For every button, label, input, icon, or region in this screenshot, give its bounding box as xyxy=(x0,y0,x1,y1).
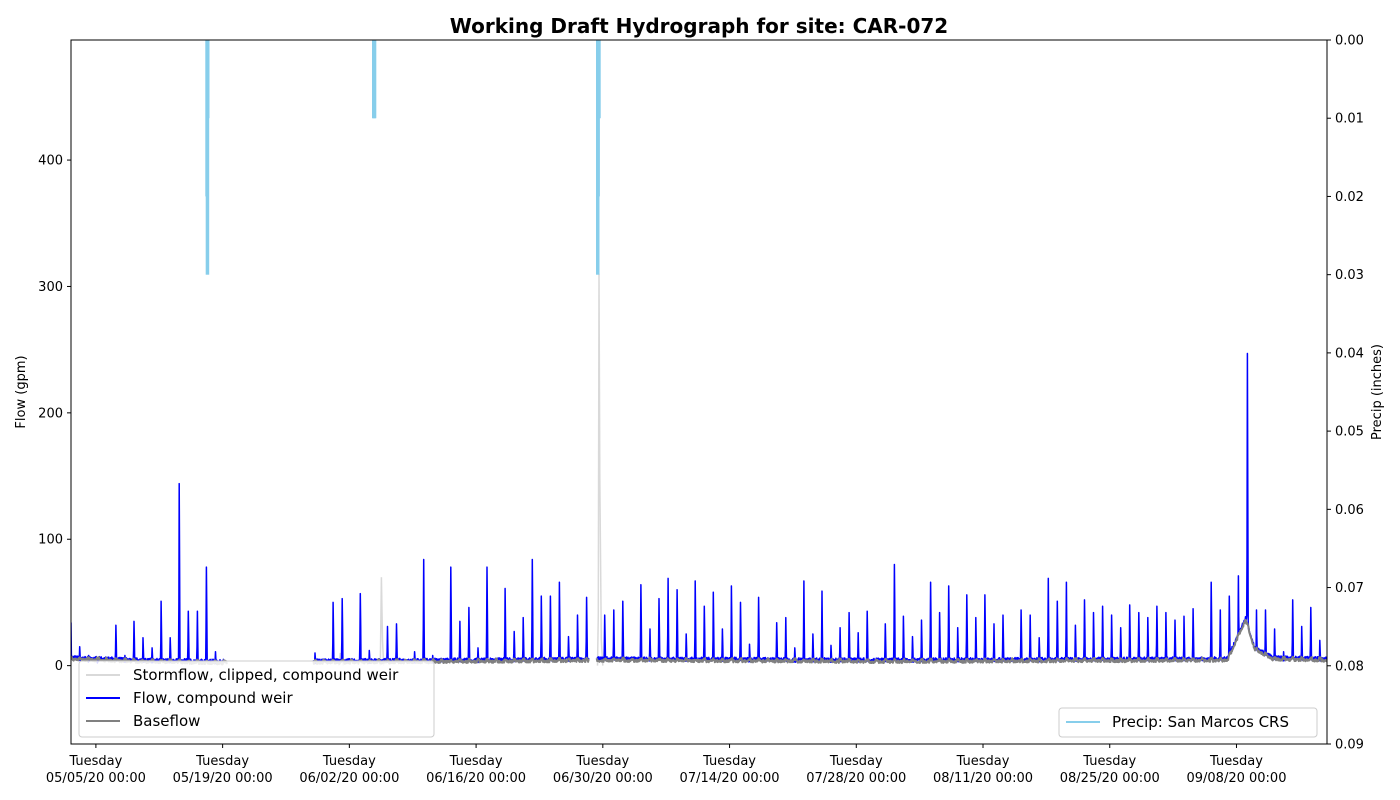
y2-tick-label: 0.07 xyxy=(1335,581,1364,596)
legend-box xyxy=(78,660,435,738)
x-tick-label-day: Tuesday xyxy=(322,754,376,769)
axes-frame xyxy=(70,39,1328,745)
x-tick-label-date: 09/08/20 00:00 xyxy=(1186,771,1286,786)
x-tick-label-day: Tuesday xyxy=(68,754,122,769)
legend-flow: Stormflow, clipped, compound weir Flow, c… xyxy=(78,660,435,738)
legend-precip: Precip: San Marcos CRS xyxy=(1058,707,1318,738)
x-tick-label-date: 06/30/20 00:00 xyxy=(553,771,653,786)
x-tick-label-day: Tuesday xyxy=(575,754,629,769)
x-tick-label-day: Tuesday xyxy=(1082,754,1136,769)
precip-bar xyxy=(206,40,210,119)
y2-tick-label: 0.03 xyxy=(1335,268,1364,283)
y2-tick-label: 0.08 xyxy=(1335,659,1364,674)
left-y-axis: 0 100 200 300 400 xyxy=(38,154,71,674)
precip-bar xyxy=(372,40,377,119)
stormflow-line xyxy=(338,273,604,666)
x-tick-label-day: Tuesday xyxy=(449,754,503,769)
y2-tick-label: 0.00 xyxy=(1335,34,1364,49)
plot-area xyxy=(71,40,1327,666)
precip-bar xyxy=(205,40,210,275)
chart-title: Working Draft Hydrograph for site: CAR-0… xyxy=(450,14,948,38)
x-tick-label-date: 06/02/20 00:00 xyxy=(299,771,399,786)
legend-label: Precip: San Marcos CRS xyxy=(1112,713,1289,731)
y-tick-label: 300 xyxy=(38,280,63,295)
x-tick-label-day: Tuesday xyxy=(702,754,756,769)
right-y-axis: 0.00 0.01 0.02 0.03 0.04 0.05 0.06 0.07 0.08 0.09 xyxy=(1327,34,1364,753)
flow-line xyxy=(71,352,1327,665)
y2-axis-label: Precip (inches) xyxy=(1370,344,1385,440)
x-axis: Tuesday 05/05/20 00:00 Tuesday 05/19/20 00:… xyxy=(46,744,1286,786)
x-tick-label-date: 06/16/20 00:00 xyxy=(426,771,526,786)
x-tick-label-date: 07/28/20 00:00 xyxy=(806,771,906,786)
x-tick-label-date: 08/11/20 00:00 xyxy=(933,771,1033,786)
precip-bar xyxy=(597,40,601,119)
x-tick-label-day: Tuesday xyxy=(195,754,249,769)
legend-label: Stormflow, clipped, compound weir xyxy=(133,666,399,684)
x-tick-label-day: Tuesday xyxy=(829,754,883,769)
y-tick-label: 0 xyxy=(55,659,63,674)
x-tick-label-date: 08/25/20 00:00 xyxy=(1060,771,1160,786)
legend-label: Flow, compound weir xyxy=(133,689,293,707)
y2-tick-label: 0.02 xyxy=(1335,190,1364,205)
x-tick-label-date: 07/14/20 00:00 xyxy=(680,771,780,786)
x-tick-label-day: Tuesday xyxy=(956,754,1010,769)
legend-box xyxy=(1058,707,1318,738)
x-tick-label-day: Tuesday xyxy=(1209,754,1263,769)
y-tick-label: 100 xyxy=(38,533,63,548)
y2-tick-label: 0.04 xyxy=(1335,346,1364,361)
x-tick-label-date: 05/19/20 00:00 xyxy=(173,771,273,786)
y2-tick-label: 0.01 xyxy=(1335,112,1364,127)
legend-label: Baseflow xyxy=(133,712,200,730)
y-tick-label: 400 xyxy=(38,154,63,169)
x-tick-label-date: 05/05/20 00:00 xyxy=(46,771,146,786)
y-tick-label: 200 xyxy=(38,406,63,421)
y-axis-label: Flow (gpm) xyxy=(14,355,29,428)
y2-tick-label: 0.09 xyxy=(1335,738,1364,753)
y2-tick-label: 0.05 xyxy=(1335,425,1364,440)
y2-tick-label: 0.06 xyxy=(1335,503,1364,518)
